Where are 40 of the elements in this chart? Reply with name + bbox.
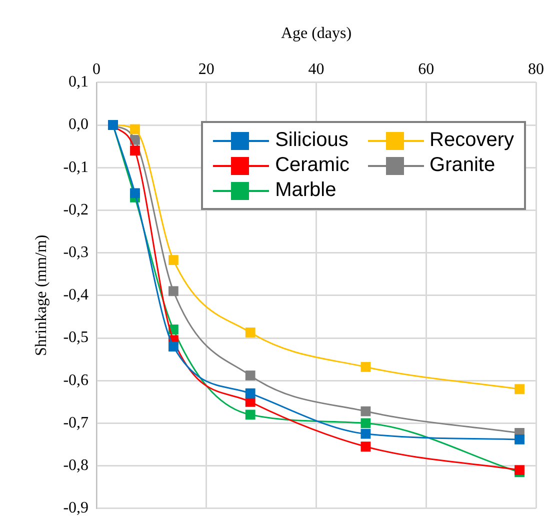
point [514,434,524,444]
x-tick-label: 80 [528,61,544,78]
x-axis-title: Age (days) [280,24,352,42]
point [245,370,256,380]
x-tick-label: 20 [198,61,214,78]
y-tick-label: -0,6 [63,372,89,389]
point [360,442,371,452]
point [168,342,178,352]
x-tick-label: 60 [418,61,434,78]
point [245,410,256,420]
y-axis-title: Shrinkage (mm/m) [32,234,50,356]
y-tick-label: -0,8 [63,457,89,474]
point [360,406,371,416]
point [360,428,371,439]
point [130,124,140,134]
y-tick-label: -0,9 [63,500,89,517]
legend-label: Marble [275,179,336,202]
point [514,384,524,394]
point [245,388,256,398]
y-tick-label: 0,1 [68,74,89,91]
point [168,286,178,296]
legend-label: Ceramic [275,154,350,177]
legend-label: Recovery [430,129,514,152]
point [360,362,371,372]
point [168,255,178,265]
y-tick-label: -0,7 [63,414,89,432]
legend-label: Silicious [275,129,348,152]
legend-label: Granite [430,154,496,177]
y-tick-label: -0,3 [63,244,89,262]
y-tick-label: -0,2 [63,201,89,218]
point [245,328,256,338]
y-tick-label: -0,4 [63,286,89,304]
y-tick-label: 0,0 [68,116,89,134]
point [360,418,371,428]
point [130,188,140,198]
y-tick-label: -0,1 [63,158,89,176]
x-tick-label: 40 [308,61,324,78]
point [130,146,140,156]
x-tick-label: 0 [92,61,101,78]
y-tick-label: -0,5 [63,329,89,346]
